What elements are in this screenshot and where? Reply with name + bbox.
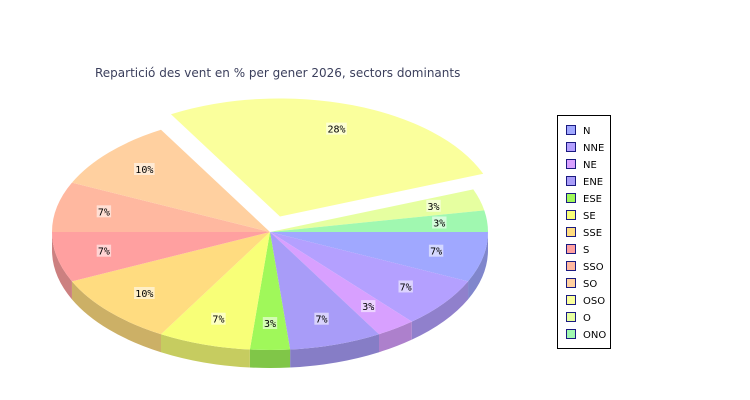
slice-label-bg [262, 317, 278, 330]
legend-swatch-sso [566, 261, 576, 271]
slice-label-n: 7% [430, 247, 442, 258]
slice-label-sso: 7% [98, 207, 110, 218]
pie-slice-sso [52, 182, 270, 232]
pie-slice-side-ne [379, 321, 412, 353]
pie-slice-sse [71, 232, 270, 335]
legend-label-ne: NE [583, 160, 597, 171]
slice-label-nne: 7% [400, 282, 412, 293]
legend: N NNE NE ENE ESE SE SSE S SSO SO OSO O ONO [557, 115, 611, 349]
slice-label-ono: 3% [433, 219, 445, 230]
pie-slice-side-sse [71, 281, 161, 353]
slice-label-bg [432, 216, 447, 229]
legend-label-o: O [583, 313, 591, 324]
legend-label-sso: SSO [583, 262, 604, 273]
slice-label-so: 10% [135, 165, 153, 176]
pie-slice-ene [270, 232, 379, 350]
slice-label-o: 3% [428, 202, 440, 213]
slice-label-ene: 7% [316, 315, 328, 326]
slice-label-ese: 3% [264, 319, 276, 330]
slice-label-bg [211, 312, 226, 325]
pie-slice-side-ese [249, 349, 291, 368]
legend-swatch-s [566, 244, 576, 254]
legend-label-ese: ESE [583, 194, 602, 205]
legend-swatch-o [566, 312, 576, 322]
pie-labels: 7% 7% 3% 7% 3% 7% 10% 7% 7% 10% 28% 3% 3% [96, 122, 447, 330]
slice-label-bg [134, 287, 155, 300]
pie-slice-side-ene [290, 334, 379, 368]
legend-swatch-ene [566, 176, 576, 186]
legend-swatch-nne [566, 142, 576, 152]
pie-slice-se [161, 232, 270, 350]
slice-label-se: 7% [212, 315, 224, 326]
pie-slice-nne [270, 232, 469, 322]
legend-label-sse: SSE [583, 228, 602, 239]
slice-label-bg [314, 312, 329, 325]
pie-slice-ne [270, 232, 412, 335]
legend-label-s: S [583, 245, 589, 256]
slice-label-sse: 10% [135, 289, 153, 300]
legend-label-se: SE [583, 211, 596, 222]
pie-sides [52, 232, 488, 368]
pie-slice-side-nne [411, 281, 469, 340]
legend-swatch-ne [566, 159, 576, 169]
slice-label-bg [134, 162, 155, 175]
legend-label-so: SO [583, 279, 597, 290]
legend-swatch-se [566, 210, 576, 220]
slice-label-s: 7% [98, 247, 110, 258]
pie-slice-s [52, 232, 270, 282]
pie-slice-side-se [161, 334, 250, 368]
legend-swatch-sse [566, 227, 576, 237]
slice-label-bg [426, 199, 441, 212]
legend-label-ono: ONO [583, 330, 606, 341]
legend-swatch-ono [566, 329, 576, 339]
pie-slice-side-s [52, 232, 72, 300]
slice-label-bg [428, 244, 444, 257]
slice-label-bg [361, 300, 376, 313]
legend-label-nne: NNE [583, 143, 604, 154]
pie-tops [52, 98, 488, 350]
pie-slice-ese [249, 232, 291, 350]
legend-swatch-ese [566, 193, 576, 203]
slice-label-bg [96, 205, 112, 218]
slice-label-bg [96, 244, 112, 257]
slice-label-oso: 28% [327, 125, 345, 136]
legend-swatch-n [566, 125, 576, 135]
legend-swatch-so [566, 278, 576, 288]
legend-swatch-oso [566, 295, 576, 305]
slice-label-ne: 3% [362, 302, 374, 313]
legend-label-oso: OSO [583, 296, 605, 307]
legend-label-n: N [583, 126, 590, 137]
pie-slice-side-n [468, 232, 488, 300]
legend-label-ene: ENE [583, 177, 603, 188]
slice-label-bg [398, 280, 413, 293]
pie-slice-n [270, 232, 488, 282]
pie-slice-oso [170, 98, 484, 217]
chart-title: Repartició des vent en % per gener 2026,… [95, 66, 460, 80]
slice-label-bg [326, 122, 347, 135]
pie-slice-so [71, 129, 270, 232]
